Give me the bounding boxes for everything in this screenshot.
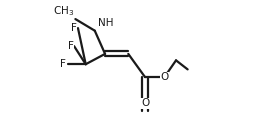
Text: NH: NH <box>98 18 114 28</box>
Text: CH$_3$: CH$_3$ <box>53 4 74 18</box>
Text: O: O <box>141 98 149 108</box>
Text: F: F <box>71 23 77 33</box>
Text: F: F <box>60 59 66 69</box>
Text: O: O <box>160 72 169 82</box>
Text: F: F <box>68 41 73 51</box>
